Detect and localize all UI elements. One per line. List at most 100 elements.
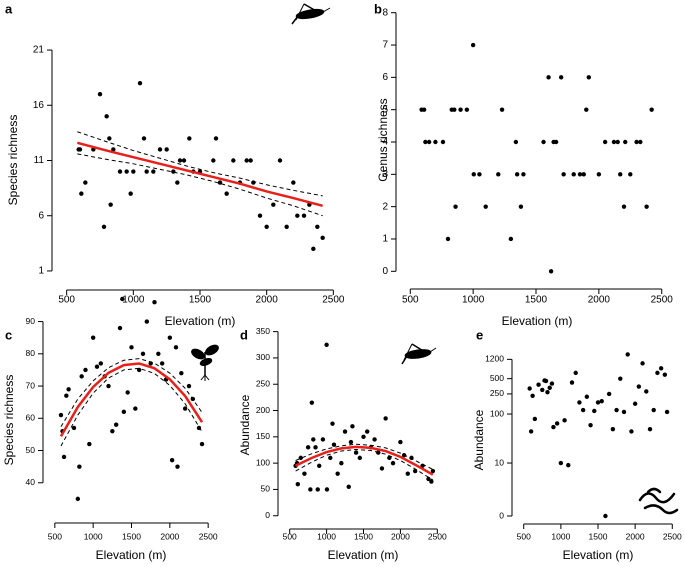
point [614, 407, 619, 413]
y-tick-label: 50 [261, 484, 271, 494]
point [508, 236, 514, 242]
point [98, 361, 104, 366]
point [426, 476, 431, 482]
point [649, 107, 654, 112]
point [623, 139, 628, 145]
point [592, 408, 597, 414]
y-tick-label: 7 [382, 40, 388, 51]
point [108, 202, 113, 207]
point [169, 457, 175, 463]
point [383, 416, 388, 421]
point [379, 466, 385, 471]
fit-line [77, 141, 323, 207]
point [171, 169, 176, 174]
point [324, 342, 329, 347]
point [133, 406, 138, 411]
point [644, 389, 649, 394]
point [173, 345, 179, 350]
y-tick-label: 0 [382, 266, 388, 277]
point [106, 383, 111, 389]
y-tick-label: 100 [490, 408, 504, 418]
point [554, 421, 560, 426]
point [181, 158, 187, 163]
y-tick-label: 200 [256, 405, 270, 415]
point [405, 471, 410, 476]
point [87, 441, 92, 447]
point [361, 434, 366, 440]
point [547, 385, 552, 391]
point [104, 114, 109, 119]
point [331, 442, 337, 447]
point [625, 352, 630, 357]
point [311, 246, 316, 252]
point [175, 180, 180, 185]
point [320, 437, 326, 442]
point [664, 409, 670, 415]
point [636, 384, 642, 389]
point [83, 367, 88, 373]
point [584, 394, 590, 399]
y-axis-label: Species richness [6, 115, 20, 206]
point [175, 464, 180, 469]
x-tick-label: 500 [48, 531, 62, 541]
point [558, 460, 564, 466]
y-tick-label: 11 [34, 155, 45, 166]
y-tick-label: 70 [26, 380, 36, 390]
point [640, 361, 645, 366]
point [615, 139, 620, 145]
x-tick-label: 1000 [462, 295, 485, 306]
point [156, 351, 161, 357]
point [350, 424, 355, 429]
point [603, 513, 608, 519]
point [610, 426, 616, 432]
point [453, 204, 458, 209]
point [94, 364, 100, 369]
y-tick-label: 3 [382, 169, 388, 180]
point [137, 80, 143, 86]
y-tick-label: 8 [382, 7, 388, 18]
x-tick-label: 1500 [122, 531, 141, 541]
point [357, 455, 363, 461]
point [313, 445, 318, 450]
point [588, 422, 593, 428]
point [295, 481, 301, 487]
y-tick-label: 1 [38, 266, 44, 277]
y-tick-label: 1200 [485, 354, 504, 364]
point [573, 370, 578, 376]
y-tick-label: 21 [33, 45, 45, 56]
point [353, 450, 359, 455]
point [309, 400, 315, 405]
y-tick-label: 0 [499, 510, 504, 520]
ci-lower [77, 153, 323, 217]
point [117, 325, 123, 331]
point [324, 487, 330, 492]
point [518, 204, 524, 209]
point [61, 454, 67, 460]
point [662, 372, 668, 377]
point [64, 393, 69, 398]
ci-upper [60, 358, 203, 427]
panel-letter: e [476, 327, 483, 342]
panel-letter: d [240, 327, 248, 342]
point [75, 496, 81, 502]
point [257, 213, 263, 218]
point [561, 172, 566, 177]
point [638, 139, 643, 145]
point [433, 139, 438, 145]
x-axis-label: Elevation (m) [96, 548, 167, 562]
point [562, 418, 567, 423]
point [66, 387, 71, 392]
y-tick-label: 90 [26, 316, 36, 326]
point [618, 172, 623, 177]
point [470, 42, 476, 48]
x-tick-label: 1000 [551, 531, 570, 541]
point [244, 158, 249, 163]
point [464, 107, 470, 112]
y-axis-label: Species richness [2, 375, 16, 466]
y-axis-label: Abundance [238, 394, 252, 455]
point [421, 107, 427, 112]
point [217, 180, 223, 185]
point [77, 464, 82, 469]
point [571, 172, 576, 177]
point [308, 487, 313, 492]
